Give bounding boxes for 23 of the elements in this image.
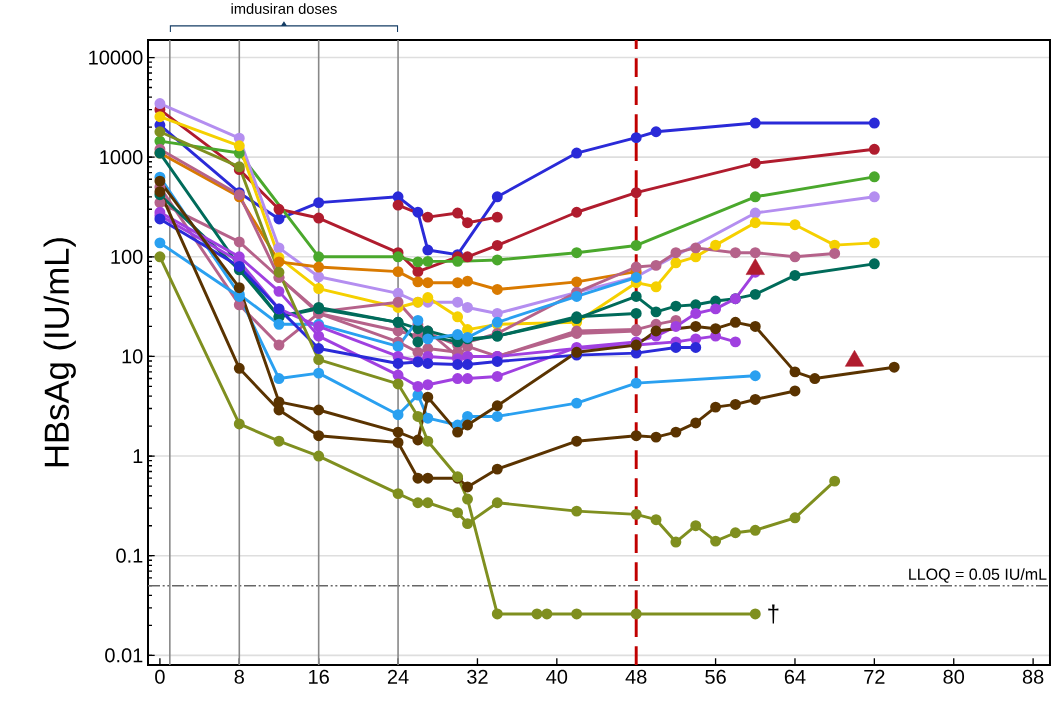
y-tick-label: 10000 [89,50,143,65]
x-tick-label: 64 [784,669,806,684]
y-tick-label: 1000 [100,150,143,165]
x-tick-label: 16 [309,669,329,684]
x-tick-label: 8 [234,669,244,684]
y-tick-label: 0.01 [105,648,143,663]
y-tick-label: 0.1 [116,548,143,563]
y-tick-label: 100 [111,249,143,264]
x-tick-label: 88 [1022,669,1044,684]
ref-line-label: LLOQ = 0.05 IU/mL [909,568,1047,583]
x-tick-label: 80 [943,669,965,684]
x-tick-label: 48 [625,669,647,684]
x-tick-label: 32 [467,669,488,684]
x-tick-label: 24 [387,669,409,684]
x-tick-label: 56 [705,669,726,684]
y-tick-label: 1 [133,449,143,463]
x-tick-label: 72 [864,669,885,684]
y-axis-title: HBsAg (IU/mL) [43,238,76,467]
x-tick-label: 0 [155,669,165,684]
x-tick-label: 40 [546,669,568,684]
text: imdusiran doses [231,3,337,14]
y-tick-label: 10 [122,349,143,364]
annotation: † [768,604,779,624]
